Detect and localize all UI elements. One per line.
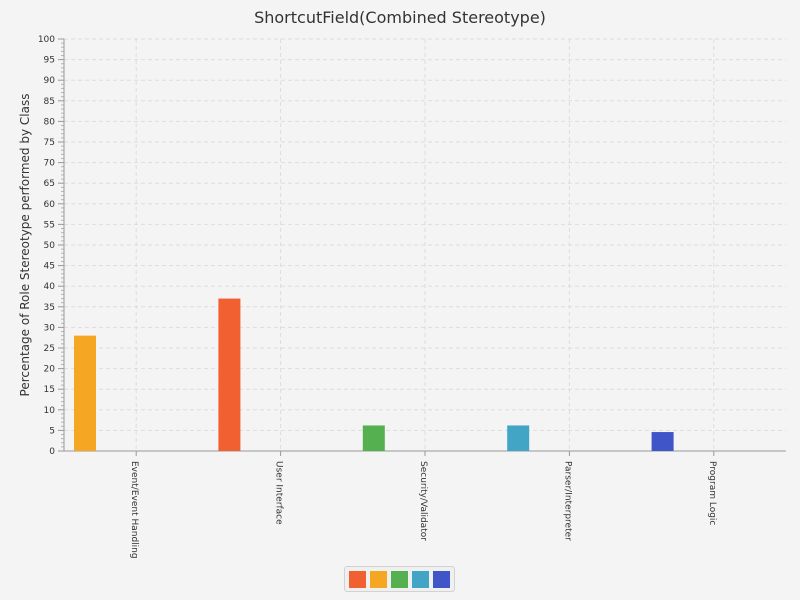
bar <box>507 425 530 451</box>
y-tick-label: 75 <box>44 138 55 148</box>
x-tick-label: Parser/Interpreter <box>562 461 572 541</box>
y-tick-label: 50 <box>44 241 56 251</box>
y-tick-label: 95 <box>44 56 55 66</box>
y-tick-label: 60 <box>44 200 56 210</box>
y-tick-label: 65 <box>44 179 55 189</box>
y-tick-label: 85 <box>44 97 55 107</box>
y-tick-label: 80 <box>44 117 56 127</box>
bar <box>218 298 241 451</box>
y-tick-label: 25 <box>44 344 55 354</box>
legend-swatch <box>412 570 429 588</box>
y-tick-label: 55 <box>44 220 55 230</box>
chart-title: ShortcutField(Combined Stereotype) <box>254 8 546 27</box>
x-tick-label: User Interface <box>274 461 284 525</box>
bar <box>74 335 96 451</box>
y-tick-label: 70 <box>44 159 56 169</box>
legend-swatch <box>370 570 387 588</box>
y-tick-label: 5 <box>49 426 55 436</box>
y-tick-label: 10 <box>44 406 56 416</box>
x-tick-label: Event/Event Handling <box>129 461 139 559</box>
legend-swatch <box>349 570 366 588</box>
y-tick-label: 100 <box>38 35 55 45</box>
y-tick-label: 90 <box>44 76 56 86</box>
chart-legend <box>344 566 455 592</box>
x-axis: Event/Event Handling User Interface Securi… <box>64 450 786 559</box>
y-tick-label: 30 <box>44 323 56 333</box>
bars <box>74 298 674 451</box>
x-tick-label: Program Logic <box>707 461 717 525</box>
y-axis: 0 5 10 15 20 25 30 35 40 45 50 55 60 65 70 75 80 85 90 95 10… <box>38 35 65 457</box>
y-tick-label: 15 <box>44 385 55 395</box>
y-axis-label: Percentage of Role Stereotype performed … <box>18 94 32 397</box>
y-tick-label: 45 <box>44 262 55 272</box>
bar <box>651 432 674 451</box>
legend-swatch <box>433 570 450 588</box>
legend-swatch <box>391 570 408 588</box>
y-tick-label: 20 <box>44 365 56 375</box>
grid-lines <box>64 38 786 451</box>
y-tick-label: 35 <box>44 303 55 313</box>
bar <box>362 425 385 451</box>
y-tick-label: 0 <box>49 447 55 457</box>
y-tick-label: 40 <box>44 282 56 292</box>
x-tick-label: Security/Validator <box>418 461 428 541</box>
